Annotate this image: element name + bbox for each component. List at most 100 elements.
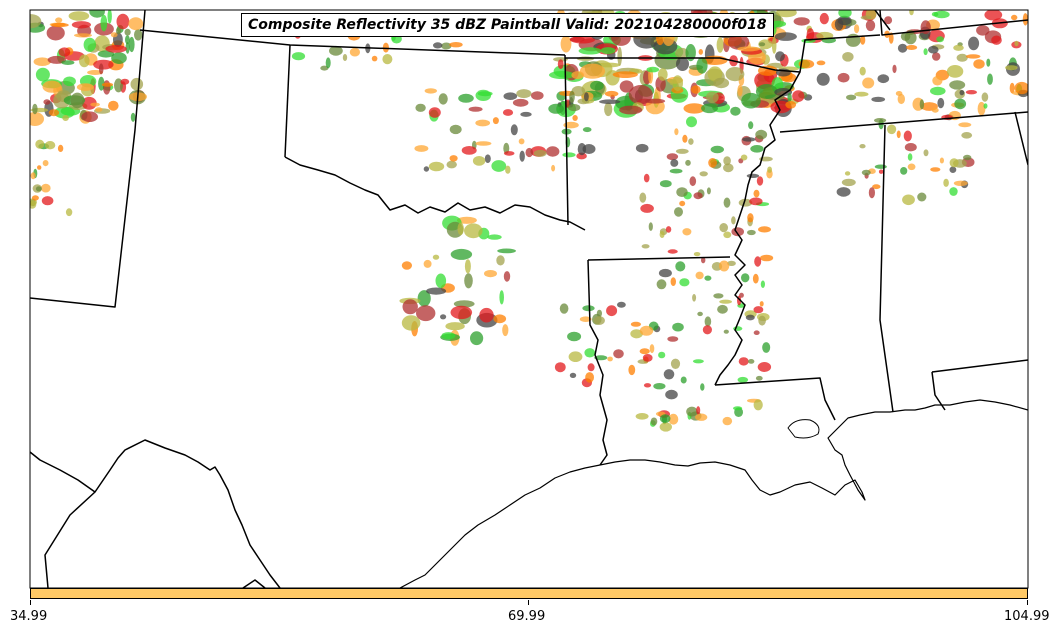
- paintball-blob: [31, 195, 39, 201]
- paintball-blob: [787, 92, 792, 102]
- paintball-blob: [953, 180, 968, 186]
- paintball-blob: [698, 49, 703, 55]
- paintball-blob: [604, 90, 619, 97]
- paintball-blob: [51, 22, 69, 28]
- paintball-blob: [753, 330, 760, 336]
- paintball-blob: [956, 53, 968, 62]
- paintball-blob: [438, 93, 448, 105]
- paintball-blob: [590, 80, 604, 91]
- paintball-blob: [685, 159, 691, 166]
- paintball-blob: [798, 59, 815, 69]
- paintball-blob: [650, 417, 658, 426]
- paintball-blob: [584, 348, 596, 358]
- paintball-blob: [963, 154, 972, 161]
- paintball-blob: [936, 36, 944, 43]
- border-alabama-georgia: [1014, 111, 1028, 166]
- paintball-blob: [525, 147, 534, 158]
- paintball-blob: [670, 277, 676, 286]
- paintball-blob: [433, 42, 443, 49]
- paintball-blob: [692, 359, 704, 364]
- paintball-blob: [670, 159, 679, 167]
- paintball-blob: [741, 92, 761, 109]
- paintball-blob: [693, 252, 701, 257]
- paintball-blob: [639, 192, 647, 203]
- paintball-blob: [872, 184, 881, 190]
- paintball-blob: [737, 376, 749, 383]
- paintball-blob: [646, 66, 660, 73]
- paintball-blob: [917, 192, 927, 202]
- paintball-blob: [630, 321, 642, 327]
- border-sabine-river: [587, 259, 608, 466]
- paintball-blob: [58, 47, 71, 57]
- paintball-blob: [816, 60, 826, 66]
- paintball-blob: [653, 383, 666, 390]
- border-illinois: [874, 10, 891, 31]
- paintball-blob: [291, 52, 306, 61]
- paintball-blob: [656, 279, 667, 290]
- paintball-blob: [639, 348, 650, 355]
- paintball-blob: [62, 115, 69, 121]
- paintball-blob: [569, 35, 596, 44]
- paintball-blob: [512, 98, 529, 107]
- paintball-blob: [977, 101, 986, 116]
- paintball-blob: [1022, 13, 1028, 26]
- paintball-blob: [859, 144, 866, 149]
- paintball-blob: [710, 145, 724, 154]
- paintball-blob: [125, 35, 130, 45]
- paintball-blob: [571, 71, 584, 80]
- border-oklahoma-panhandle: [284, 44, 291, 158]
- paintball-blob: [666, 153, 679, 161]
- paintball-blob: [468, 106, 483, 112]
- paintball-blob: [579, 316, 592, 323]
- paintball-blob: [700, 383, 705, 391]
- paintball-blob: [402, 299, 418, 315]
- paintball-blob: [74, 33, 92, 38]
- paintball-blob: [680, 376, 687, 384]
- paintball-blob: [930, 86, 946, 96]
- paintball-blob: [1011, 14, 1018, 21]
- paintball-blob: [98, 63, 104, 75]
- colorbar-tick-label-min: 34.99: [10, 609, 48, 624]
- paintball-blob: [723, 163, 734, 173]
- paintball-blob: [723, 197, 731, 208]
- paintball-blob: [758, 39, 773, 50]
- paintball-blob: [723, 231, 732, 239]
- paintball-blob: [613, 349, 624, 359]
- paintball-blob: [101, 82, 114, 87]
- paintball-blob: [98, 76, 105, 91]
- paintball-blob: [572, 115, 578, 121]
- paintball-blob: [897, 93, 905, 105]
- paintball-blob: [445, 322, 465, 331]
- paintball-blob: [757, 362, 772, 372]
- paintball-blob: [659, 231, 665, 238]
- paintball-blob: [750, 145, 764, 153]
- paintball-blob: [754, 256, 762, 267]
- state-boundaries: [30, 10, 1028, 588]
- paintball-blob: [450, 248, 473, 260]
- paintball-blob: [593, 316, 605, 325]
- paintball-blob: [520, 111, 532, 117]
- paintball-blob: [115, 27, 122, 35]
- paintball-blob: [497, 248, 516, 254]
- paintball-blob: [755, 129, 768, 140]
- paintball-blob: [415, 103, 426, 112]
- paintball-blob: [770, 20, 787, 28]
- paintball-blob: [503, 271, 511, 282]
- colorbar-tick-max: [1027, 600, 1028, 605]
- paintball-blob: [692, 294, 697, 302]
- paintball-blob: [68, 11, 90, 21]
- paintball-blob: [587, 363, 595, 372]
- paintball-blob: [128, 36, 135, 53]
- border-mexico-interior: [44, 491, 96, 588]
- paintball-blob: [342, 54, 348, 61]
- paintball-blob: [491, 160, 507, 172]
- paintball-blob: [562, 152, 576, 158]
- paintball-blob: [706, 187, 711, 195]
- paintball-blob: [453, 300, 475, 308]
- paintball-blob: [97, 50, 115, 58]
- paintball-blob: [518, 138, 525, 145]
- paintball-blob: [582, 127, 592, 133]
- paintball-blob: [423, 166, 430, 172]
- paintball-blob: [708, 158, 717, 168]
- paintball-blob: [493, 314, 507, 324]
